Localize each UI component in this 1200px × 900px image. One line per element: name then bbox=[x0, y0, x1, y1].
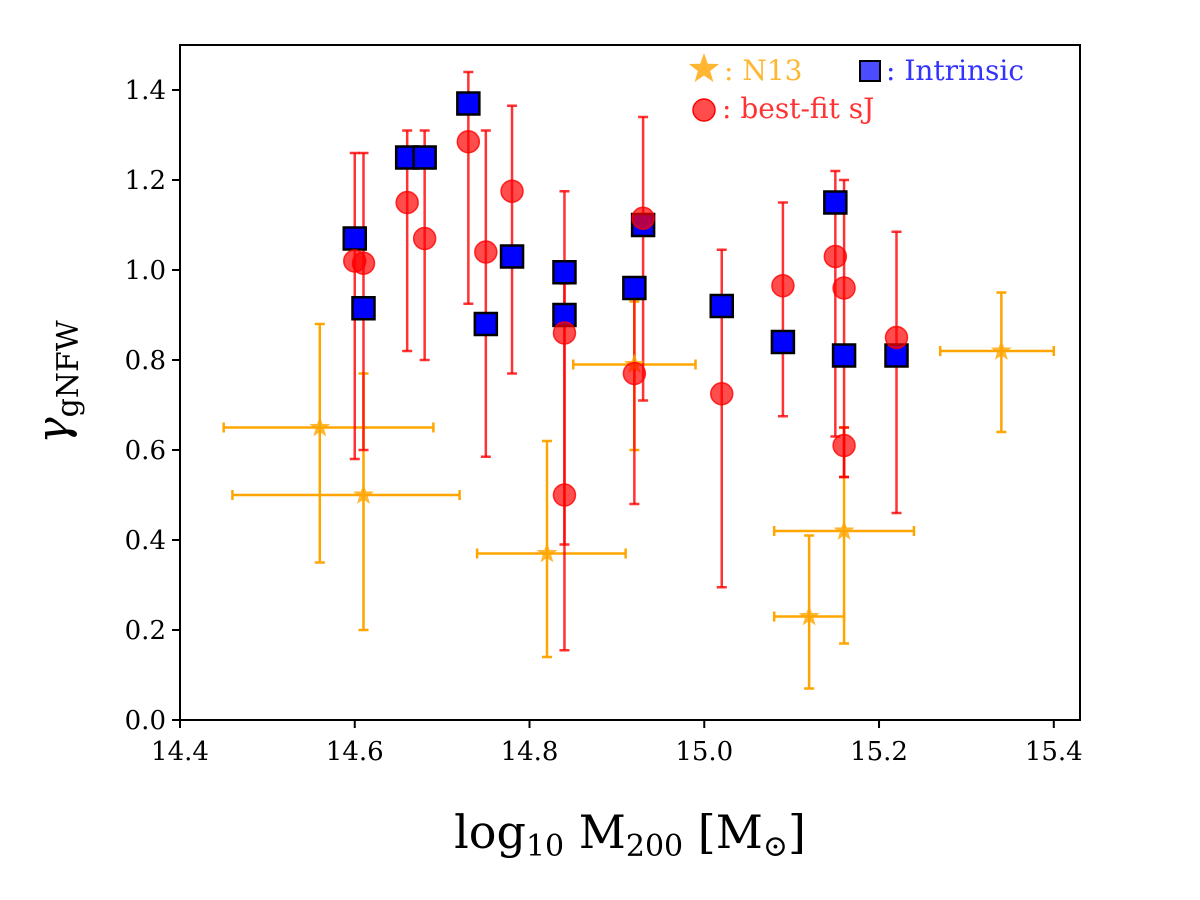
intrinsic-square-6 bbox=[499, 244, 525, 269]
legend-star-marker bbox=[688, 53, 720, 82]
y-axis-title-gamma: γ bbox=[28, 417, 79, 444]
x-axis-title-sub10: 10 bbox=[526, 829, 564, 864]
intrinsic-square-1 bbox=[351, 296, 376, 321]
sj-circle-12 bbox=[771, 274, 795, 298]
sj-circle-13 bbox=[823, 244, 848, 269]
n13-star-0 bbox=[309, 416, 331, 437]
y-axis-title: γgNFW bbox=[28, 320, 86, 444]
axis-ticks: 14.4 14.6 14.8 15.0 15.2 15.4 0.0 0.2 0.4 0.6 0.8 1… bbox=[125, 76, 1083, 767]
intrinsic-square-4 bbox=[456, 91, 481, 116]
intrinsic-square-11 bbox=[709, 293, 734, 319]
sj-circle-2 bbox=[395, 190, 419, 215]
y-tick-label: 0.6 bbox=[125, 436, 166, 466]
sj-circle-15 bbox=[832, 433, 856, 458]
intrinsic-square-14 bbox=[831, 343, 857, 368]
intrinsic-square-0 bbox=[342, 226, 368, 251]
sj-circle-7 bbox=[552, 321, 577, 345]
legend: : N13 : Intrinsic : best-fit sJ bbox=[688, 53, 1024, 125]
y-tick-label: 1.2 bbox=[125, 166, 166, 196]
x-axis-title-close: ] bbox=[788, 805, 806, 859]
legend-square-marker bbox=[859, 60, 881, 82]
sj-circle-16 bbox=[884, 325, 909, 350]
x-axis-title-sun: ⊙ bbox=[763, 829, 788, 864]
n13-star-1 bbox=[353, 484, 374, 504]
y-tick-label: 1.0 bbox=[125, 256, 166, 286]
x-axis-title-log: log bbox=[454, 805, 526, 859]
x-tick-label: 15.2 bbox=[850, 737, 908, 767]
x-tick-label: 14.4 bbox=[151, 737, 209, 767]
intrinsic-square-9 bbox=[622, 275, 647, 301]
y-tick-label: 0.2 bbox=[125, 616, 166, 646]
y-axis-title-sub: gNFW bbox=[51, 320, 86, 417]
legend-label-n13: : N13 bbox=[724, 54, 802, 87]
sj-circle-10 bbox=[631, 206, 655, 230]
x-axis-title-m: M bbox=[564, 805, 626, 859]
y-tick-label: 0.8 bbox=[125, 346, 166, 376]
y-tick-label: 0.4 bbox=[125, 526, 166, 556]
n13-star-4 bbox=[798, 605, 820, 626]
n13-star-5 bbox=[833, 520, 855, 540]
x-tick-label: 15.0 bbox=[675, 737, 733, 767]
y-tick-label: 0.0 bbox=[125, 706, 166, 736]
sj-circle-3 bbox=[412, 226, 437, 251]
x-axis-title: log10 M200 [M⊙] bbox=[454, 805, 806, 864]
axes-frame bbox=[179, 44, 1081, 721]
intrinsic-square-3 bbox=[412, 145, 437, 170]
intrinsic-square-7 bbox=[552, 260, 577, 285]
x-tick-label: 14.8 bbox=[501, 737, 559, 767]
sj-circle-14 bbox=[832, 276, 856, 300]
n13-star-2 bbox=[536, 542, 558, 563]
x-tick-label: 14.6 bbox=[326, 737, 384, 767]
x-axis-title-bracket: [M bbox=[683, 805, 763, 859]
x-tick-label: 15.4 bbox=[1025, 737, 1083, 767]
legend-circle-marker bbox=[692, 98, 716, 122]
intrinsic-square-12 bbox=[770, 329, 796, 355]
y-tick-label: 1.4 bbox=[125, 76, 166, 106]
plot-area bbox=[222, 70, 1056, 690]
sj-circle-1 bbox=[351, 251, 376, 275]
intrinsic-square-5 bbox=[473, 311, 499, 337]
sj-circle-6 bbox=[500, 179, 524, 203]
sj-circle-11 bbox=[709, 382, 734, 406]
legend-label-intrinsic: : Intrinsic bbox=[886, 54, 1024, 87]
intrinsic-square-13 bbox=[823, 190, 848, 215]
n13-star-6 bbox=[990, 340, 1012, 360]
x-axis-title-sub200: 200 bbox=[626, 829, 683, 864]
sj-circle-9 bbox=[622, 361, 647, 386]
legend-label-best-fit-sj: : best-fit sJ bbox=[722, 92, 874, 125]
sj-circle-8 bbox=[552, 483, 577, 507]
sj-circle-5 bbox=[474, 240, 498, 264]
sj-circle-4 bbox=[456, 130, 481, 154]
